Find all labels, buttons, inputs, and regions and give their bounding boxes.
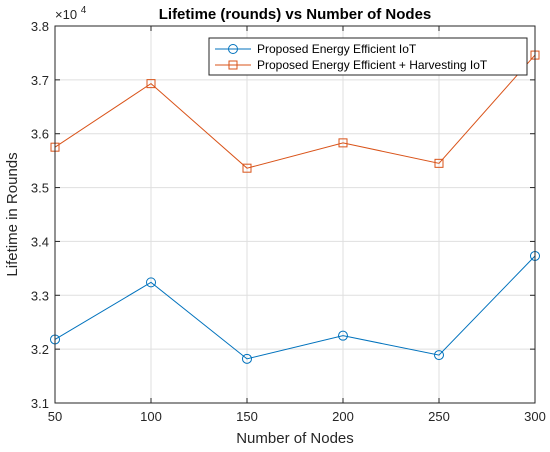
chart-title: Lifetime (rounds) vs Number of Nodes — [159, 6, 432, 23]
x-tick-label: 300 — [524, 409, 546, 424]
plot-area — [55, 26, 535, 403]
legend-label: Proposed Energy Efficient IoT — [257, 42, 417, 56]
series-2 — [50, 50, 540, 173]
series-line — [54, 255, 536, 360]
axes-box — [54, 25, 536, 404]
series-line — [54, 54, 536, 169]
legend-marker-square — [228, 60, 238, 70]
y-tick-label: 3.7 — [31, 73, 49, 88]
data-point-square — [338, 138, 348, 148]
data-point-square — [434, 158, 444, 168]
data-point-square — [242, 163, 252, 173]
legend-item: Proposed Energy Efficient IoT — [215, 42, 417, 56]
legend: Proposed Energy Efficient IoT Proposed En… — [208, 37, 528, 76]
legend-marker-circle — [228, 44, 238, 54]
x-tick-label: 100 — [140, 409, 162, 424]
x-tick-label: 50 — [48, 409, 62, 424]
series-layer — [50, 50, 540, 364]
data-point-circle — [146, 277, 156, 288]
y-axis-exponent: ×10 4 — [55, 5, 87, 22]
ticks — [54, 25, 536, 404]
y-axis-label: Lifetime in Rounds — [4, 152, 21, 276]
tick-labels: 50 100 150 200 250 300 3.1 3.2 3.3 3.4 3.5 3.6 3.7 3.… — [31, 19, 546, 424]
legend-box — [208, 37, 528, 76]
x-axis-label: Number of Nodes — [236, 430, 354, 447]
x-tick-label: 250 — [428, 409, 450, 424]
x-tick-label: 150 — [236, 409, 258, 424]
y-tick-label: 3.2 — [31, 342, 49, 357]
y-tick-label: 3.8 — [31, 19, 49, 34]
y-tick-label: 3.4 — [31, 234, 49, 249]
y-tick-label: 3.1 — [31, 396, 49, 411]
y-tick-label: 3.5 — [31, 181, 49, 196]
legend-item: Proposed Energy Efficient + Harvesting I… — [215, 58, 488, 72]
data-point-circle — [242, 353, 252, 364]
data-point-circle — [338, 330, 348, 341]
y-exponent-power: 4 — [81, 5, 87, 16]
data-point-circle — [434, 350, 444, 361]
legend-label: Proposed Energy Efficient + Harvesting I… — [257, 58, 488, 72]
series-1 — [50, 250, 540, 364]
y-tick-label: 3.3 — [31, 288, 49, 303]
x-tick-label: 200 — [332, 409, 354, 424]
data-point-square — [146, 79, 156, 89]
y-exponent-base: ×10 — [55, 7, 77, 22]
y-tick-label: 3.6 — [31, 127, 49, 142]
